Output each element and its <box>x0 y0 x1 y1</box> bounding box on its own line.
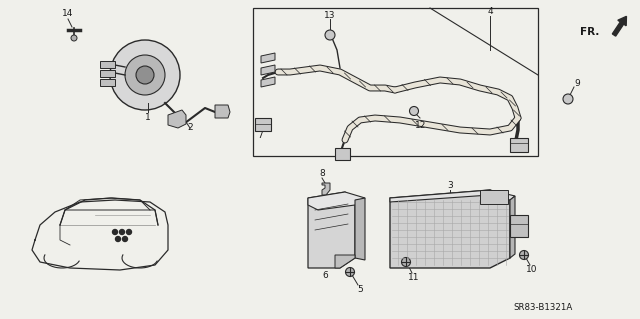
Polygon shape <box>261 53 275 63</box>
Text: 6: 6 <box>322 271 328 279</box>
Polygon shape <box>308 192 365 210</box>
Text: 2: 2 <box>187 123 193 132</box>
Text: 9: 9 <box>574 78 580 87</box>
Bar <box>335 148 350 160</box>
Text: FR.: FR. <box>580 27 600 37</box>
Polygon shape <box>390 190 510 268</box>
Circle shape <box>401 257 410 266</box>
Circle shape <box>110 40 180 110</box>
Polygon shape <box>335 255 355 268</box>
Bar <box>100 70 115 77</box>
Text: 11: 11 <box>408 273 420 283</box>
FancyArrow shape <box>612 16 627 36</box>
Polygon shape <box>390 190 515 202</box>
Circle shape <box>136 66 154 84</box>
Bar <box>480 190 508 204</box>
Circle shape <box>120 229 125 234</box>
Text: 5: 5 <box>357 286 363 294</box>
Circle shape <box>113 229 118 234</box>
Text: 7: 7 <box>257 130 263 139</box>
Circle shape <box>122 236 127 241</box>
Text: 10: 10 <box>526 265 538 275</box>
Polygon shape <box>168 110 186 128</box>
Polygon shape <box>215 105 230 118</box>
Bar <box>253 8 538 156</box>
Text: 14: 14 <box>62 10 74 19</box>
Circle shape <box>125 55 165 95</box>
Bar <box>100 79 115 86</box>
Text: 4: 4 <box>487 8 493 17</box>
Text: 3: 3 <box>447 182 453 190</box>
Circle shape <box>325 30 335 40</box>
Bar <box>510 138 528 152</box>
Circle shape <box>410 107 419 115</box>
Circle shape <box>346 268 355 277</box>
Circle shape <box>127 229 131 234</box>
Circle shape <box>563 94 573 104</box>
Text: 8: 8 <box>319 168 325 177</box>
Polygon shape <box>355 198 365 260</box>
Bar <box>100 61 115 68</box>
Bar <box>510 215 528 237</box>
Polygon shape <box>510 196 515 258</box>
Text: 13: 13 <box>324 11 336 19</box>
Circle shape <box>71 35 77 41</box>
Polygon shape <box>322 183 330 195</box>
Circle shape <box>520 250 529 259</box>
Circle shape <box>115 236 120 241</box>
Text: 12: 12 <box>415 121 426 130</box>
Bar <box>255 118 271 131</box>
Text: SR83-B1321A: SR83-B1321A <box>513 303 573 313</box>
Polygon shape <box>308 192 355 268</box>
Polygon shape <box>261 65 275 75</box>
Polygon shape <box>261 77 275 87</box>
Text: 1: 1 <box>145 114 151 122</box>
